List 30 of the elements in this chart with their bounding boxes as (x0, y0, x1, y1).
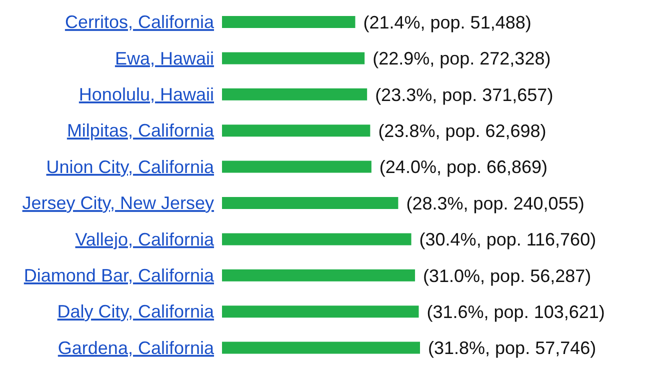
bar (222, 160, 372, 173)
bar (222, 269, 416, 282)
bar (222, 197, 398, 209)
data-label: (30.4%, pop. 116,760) (419, 230, 596, 250)
data-label: (28.3%, pop. 240,055) (406, 193, 584, 214)
y-tick-label: Cerritos, California (64, 12, 215, 32)
data-label: (31.8%, pop. 57,746) (428, 338, 596, 358)
data-label: (24.0%, pop. 66,869) (379, 157, 548, 178)
y-tick-label: Jersey City, New Jersey (22, 193, 214, 214)
y-tick-label: Honolulu, Hawaii (78, 84, 214, 104)
y-tick-label: Diamond Bar, California (24, 266, 215, 286)
data-label: (23.3%, pop. 371,657) (375, 84, 554, 105)
bar (222, 233, 412, 246)
bar (222, 52, 365, 64)
data-label: (31.6%, pop. 103,621) (426, 302, 605, 322)
bar (222, 124, 370, 137)
y-tick-label: Ewa, Hawaii (114, 48, 214, 68)
y-tick-label: Union City, California (46, 156, 215, 177)
y-tick-label: Gardena, California (58, 338, 215, 358)
bar (222, 342, 420, 354)
data-label: (23.8%, pop. 62,698) (378, 120, 546, 141)
data-label: (31.0%, pop. 56,287) (423, 266, 592, 286)
y-tick-label: Milpitas, California (66, 120, 215, 141)
bar (222, 16, 356, 28)
y-tick-label: Daly City, California (57, 302, 215, 322)
bar (222, 306, 419, 318)
bar (222, 88, 368, 100)
data-label: (22.9%, pop. 272,328) (372, 48, 551, 69)
y-tick-label: Vallejo, California (75, 229, 215, 250)
data-label: (21.4%, pop. 51,488) (363, 12, 532, 32)
